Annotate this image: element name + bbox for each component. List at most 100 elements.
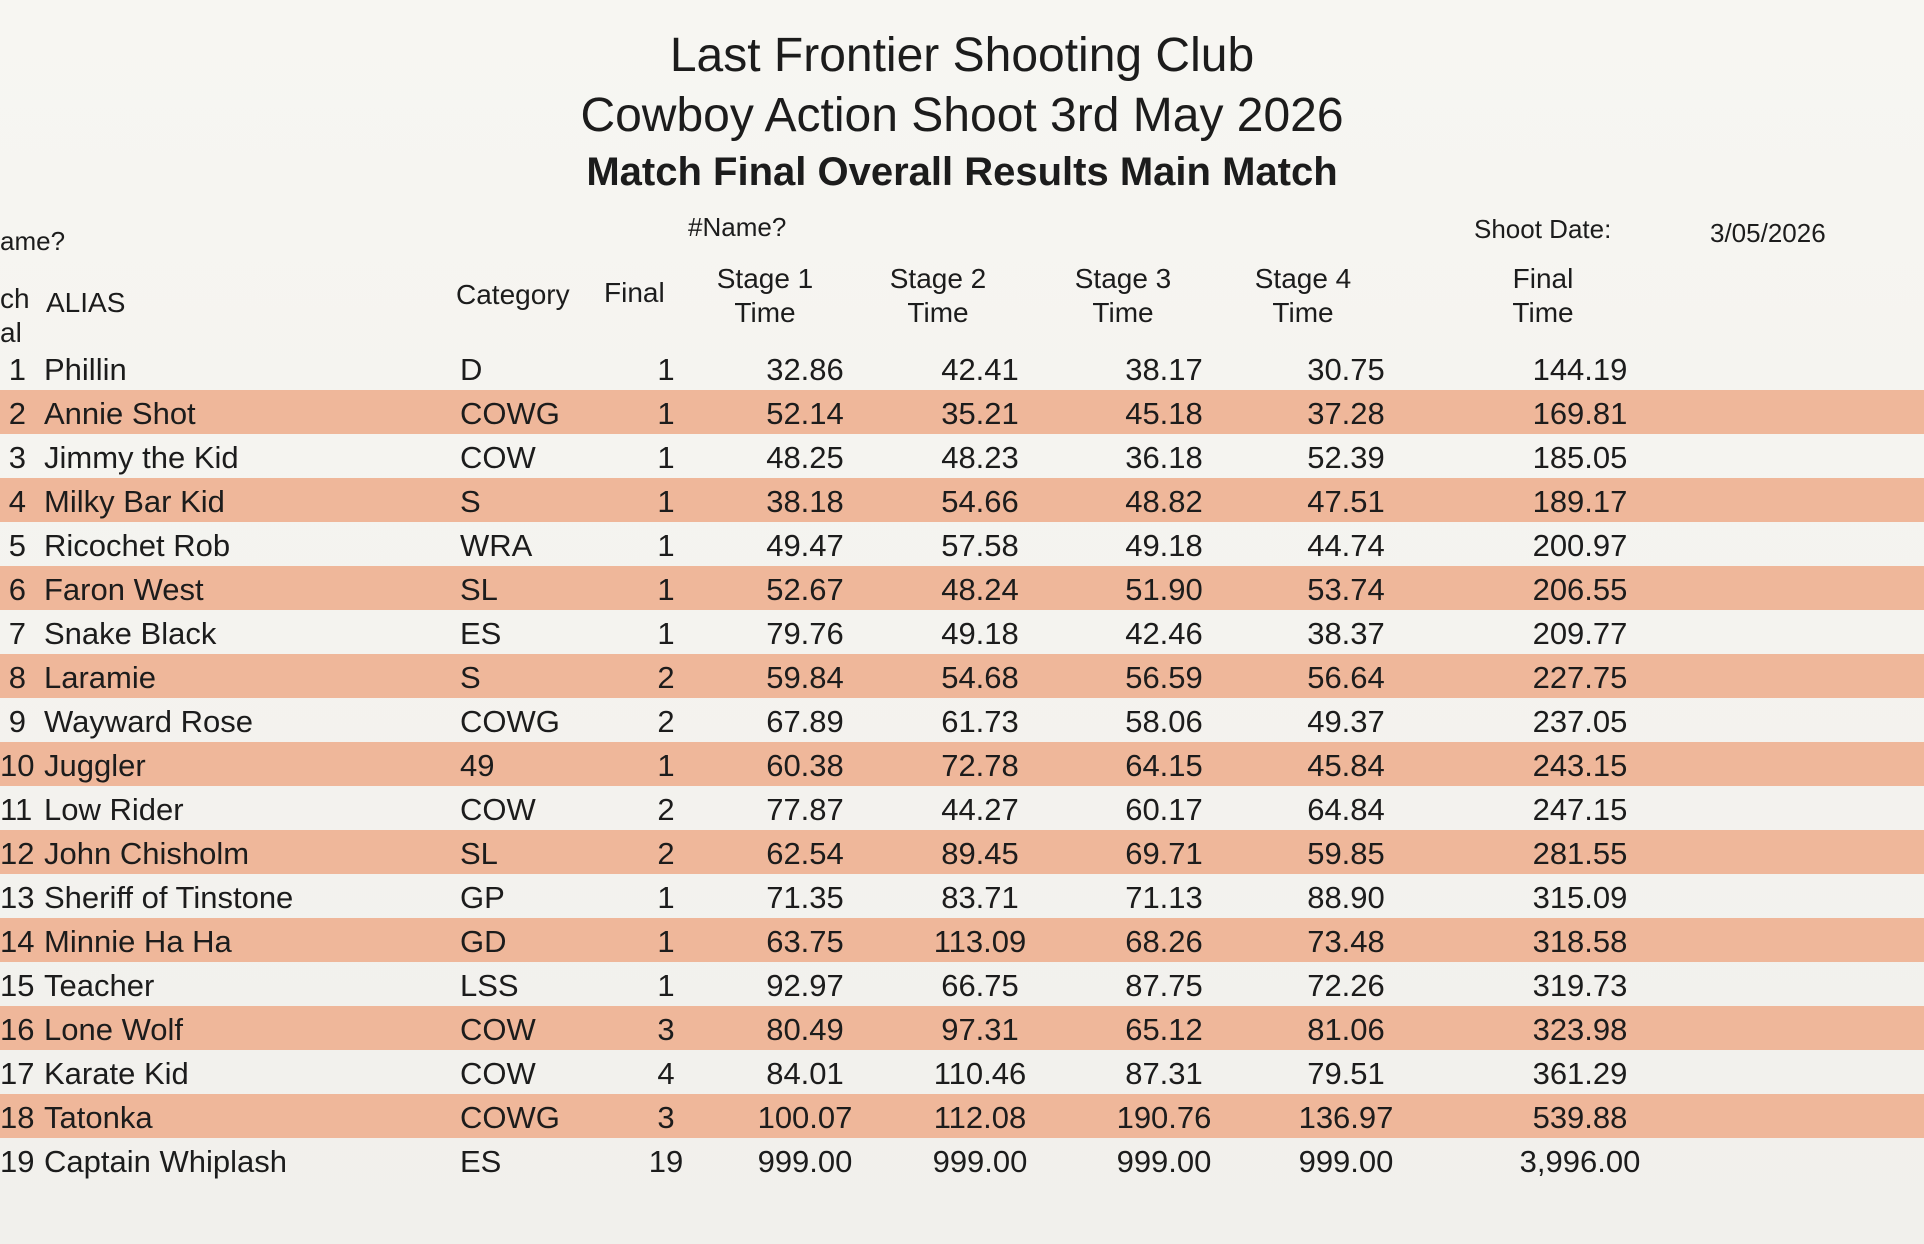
stage4-time-cell: 73.48 bbox=[1307, 924, 1385, 959]
alias-cell: John Chisholm bbox=[44, 836, 250, 871]
alias-cell: Jimmy the Kid bbox=[44, 440, 239, 475]
stage1-time-cell: 59.84 bbox=[766, 660, 844, 695]
final-place-cell: 1 bbox=[657, 528, 675, 563]
stage1-time-cell: 84.01 bbox=[766, 1056, 844, 1091]
final-place-cell: 2 bbox=[657, 792, 675, 827]
rank-header: ch al bbox=[0, 283, 30, 348]
final-place-cell: 1 bbox=[657, 880, 675, 915]
rank-cell: 4 bbox=[8, 484, 26, 519]
final-place-cell: 2 bbox=[657, 836, 675, 871]
table-row: 18 Tatonka COWG 3 100.07 112.08 190.76 136.97 53… bbox=[0, 1094, 1924, 1138]
stage2-header: Stage 2 Time bbox=[889, 263, 987, 328]
final-time-cell: 315.09 bbox=[1532, 880, 1628, 915]
stage3-time-cell: 999.00 bbox=[1116, 1144, 1212, 1179]
rank-cell: 14 bbox=[0, 924, 35, 959]
final-time-cell: 185.05 bbox=[1532, 440, 1628, 475]
stage2-time-cell: 57.58 bbox=[941, 528, 1019, 563]
alias-cell: Faron West bbox=[44, 572, 204, 607]
stage2-time-cell: 48.24 bbox=[941, 572, 1019, 607]
stage1-time-cell: 67.89 bbox=[766, 704, 844, 739]
table-row: 19 Captain Whiplash ES 19 999.00 999.00 999.00… bbox=[0, 1138, 1924, 1182]
stage1-time-cell: 92.97 bbox=[766, 968, 844, 1003]
category-cell: LSS bbox=[460, 968, 519, 1003]
stage3-time-cell: 65.12 bbox=[1125, 1012, 1203, 1047]
stage1-header: Stage 1 Time bbox=[716, 263, 814, 328]
stage4-time-cell: 136.97 bbox=[1298, 1100, 1394, 1135]
stage1-time-cell: 52.67 bbox=[766, 572, 844, 607]
table-row: 13 Sheriff of Tinstone GP 1 71.35 83.71 71.13 8… bbox=[0, 874, 1924, 918]
category-cell: COWG bbox=[460, 704, 560, 739]
table-row: 2 Annie Shot COWG 1 52.14 35.21 45.18 37.28 169.… bbox=[0, 390, 1924, 434]
rank-cell: 12 bbox=[0, 836, 35, 871]
category-cell: ES bbox=[460, 1144, 502, 1179]
final-time-cell: 247.15 bbox=[1532, 792, 1628, 827]
final-time-cell: 243.15 bbox=[1532, 748, 1628, 783]
alias-cell: Laramie bbox=[44, 660, 156, 695]
final-time-cell: 539.88 bbox=[1532, 1100, 1628, 1135]
stage4-time-cell: 37.28 bbox=[1307, 396, 1385, 431]
stage3-time-cell: 51.90 bbox=[1125, 572, 1203, 607]
final-place-cell: 1 bbox=[657, 396, 675, 431]
stage3-time-cell: 68.26 bbox=[1125, 924, 1203, 959]
stage2-time-cell: 49.18 bbox=[941, 616, 1019, 651]
stage3-time-cell: 38.17 bbox=[1125, 352, 1203, 387]
rank-cell: 16 bbox=[0, 1012, 35, 1047]
name-fragment: ame? bbox=[0, 226, 66, 256]
category-cell: SL bbox=[460, 572, 498, 607]
category-cell: COWG bbox=[460, 396, 560, 431]
stage2-time-cell: 44.27 bbox=[941, 792, 1019, 827]
results-subtitle: Match Final Overall Results Main Match bbox=[586, 150, 1338, 194]
stage4-time-cell: 38.37 bbox=[1307, 616, 1385, 651]
stage3-time-cell: 87.31 bbox=[1125, 1056, 1203, 1091]
table-row: 9 Wayward Rose COWG 2 67.89 61.73 58.06 49.37 23… bbox=[0, 698, 1924, 742]
table-row: 11 Low Rider COW 2 77.87 44.27 60.17 64.84 247.1… bbox=[0, 786, 1924, 830]
stage4-time-cell: 45.84 bbox=[1307, 748, 1385, 783]
final-header: Final bbox=[604, 277, 665, 308]
stage3-time-cell: 49.18 bbox=[1125, 528, 1203, 563]
rank-cell: 10 bbox=[0, 748, 35, 783]
alias-cell: Tatonka bbox=[44, 1100, 153, 1135]
stage4-time-cell: 88.90 bbox=[1307, 880, 1385, 915]
final-time-cell: 323.98 bbox=[1532, 1012, 1628, 1047]
table-row: 16 Lone Wolf COW 3 80.49 97.31 65.12 81.06 323.9… bbox=[0, 1006, 1924, 1050]
rank-cell: 11 bbox=[0, 792, 33, 827]
stage3-time-cell: 56.59 bbox=[1125, 660, 1203, 695]
table-row: 7 Snake Black ES 1 79.76 49.18 42.46 38.37 209.7… bbox=[0, 610, 1924, 654]
event-title: Cowboy Action Shoot 3rd May 2026 bbox=[580, 89, 1344, 142]
final-place-cell: 1 bbox=[657, 484, 675, 519]
stage4-time-cell: 64.84 bbox=[1307, 792, 1385, 827]
stage1-time-cell: 52.14 bbox=[766, 396, 844, 431]
rank-cell: 9 bbox=[8, 704, 26, 739]
rank-cell: 7 bbox=[8, 616, 26, 651]
rank-cell: 17 bbox=[0, 1056, 35, 1091]
stage1-time-cell: 32.86 bbox=[766, 352, 844, 387]
category-header: Category bbox=[456, 279, 570, 310]
category-cell: COW bbox=[460, 1012, 536, 1047]
stage3-time-cell: 64.15 bbox=[1125, 748, 1203, 783]
stage2-time-cell: 72.78 bbox=[941, 748, 1019, 783]
stage2-time-cell: 83.71 bbox=[941, 880, 1019, 915]
final-place-cell: 1 bbox=[657, 572, 675, 607]
table-row: 17 Karate Kid COW 4 84.01 110.46 87.31 79.51 361… bbox=[0, 1050, 1924, 1094]
final-time-cell: 319.73 bbox=[1532, 968, 1628, 1003]
stage4-time-cell: 999.00 bbox=[1298, 1144, 1394, 1179]
stage1-time-cell: 48.25 bbox=[766, 440, 844, 475]
category-cell: GD bbox=[460, 924, 507, 959]
final-time-cell: 237.05 bbox=[1532, 704, 1628, 739]
rank-cell: 1 bbox=[8, 352, 26, 387]
final-place-cell: 3 bbox=[657, 1100, 675, 1135]
alias-cell: Minnie Ha Ha bbox=[44, 924, 232, 959]
category-cell: COWG bbox=[460, 1100, 560, 1135]
table-row: 5 Ricochet Rob WRA 1 49.47 57.58 49.18 44.74 200… bbox=[0, 522, 1924, 566]
final-time-cell: 169.81 bbox=[1532, 396, 1628, 431]
stage1-time-cell: 62.54 bbox=[766, 836, 844, 871]
final-time-cell: 189.17 bbox=[1532, 484, 1628, 519]
table-row: 8 Laramie S 2 59.84 54.68 56.59 56.64 227.75 bbox=[0, 654, 1924, 698]
stage4-time-cell: 79.51 bbox=[1307, 1056, 1385, 1091]
stage1-time-cell: 49.47 bbox=[766, 528, 844, 563]
table-row: 1 Phillin D 1 32.86 42.41 38.17 30.75 144.19 bbox=[0, 346, 1924, 390]
stage3-time-cell: 69.71 bbox=[1125, 836, 1203, 871]
table-row: 15 Teacher LSS 1 92.97 66.75 87.75 72.26 319.73 bbox=[0, 962, 1924, 1006]
rank-cell: 19 bbox=[0, 1144, 35, 1179]
